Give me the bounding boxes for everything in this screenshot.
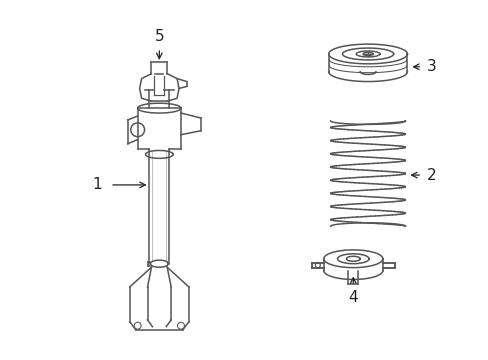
Text: 4: 4: [348, 290, 357, 305]
Text: 5: 5: [154, 29, 164, 44]
Text: 2: 2: [426, 167, 436, 183]
Text: 1: 1: [92, 177, 102, 193]
Text: 3: 3: [426, 59, 436, 74]
